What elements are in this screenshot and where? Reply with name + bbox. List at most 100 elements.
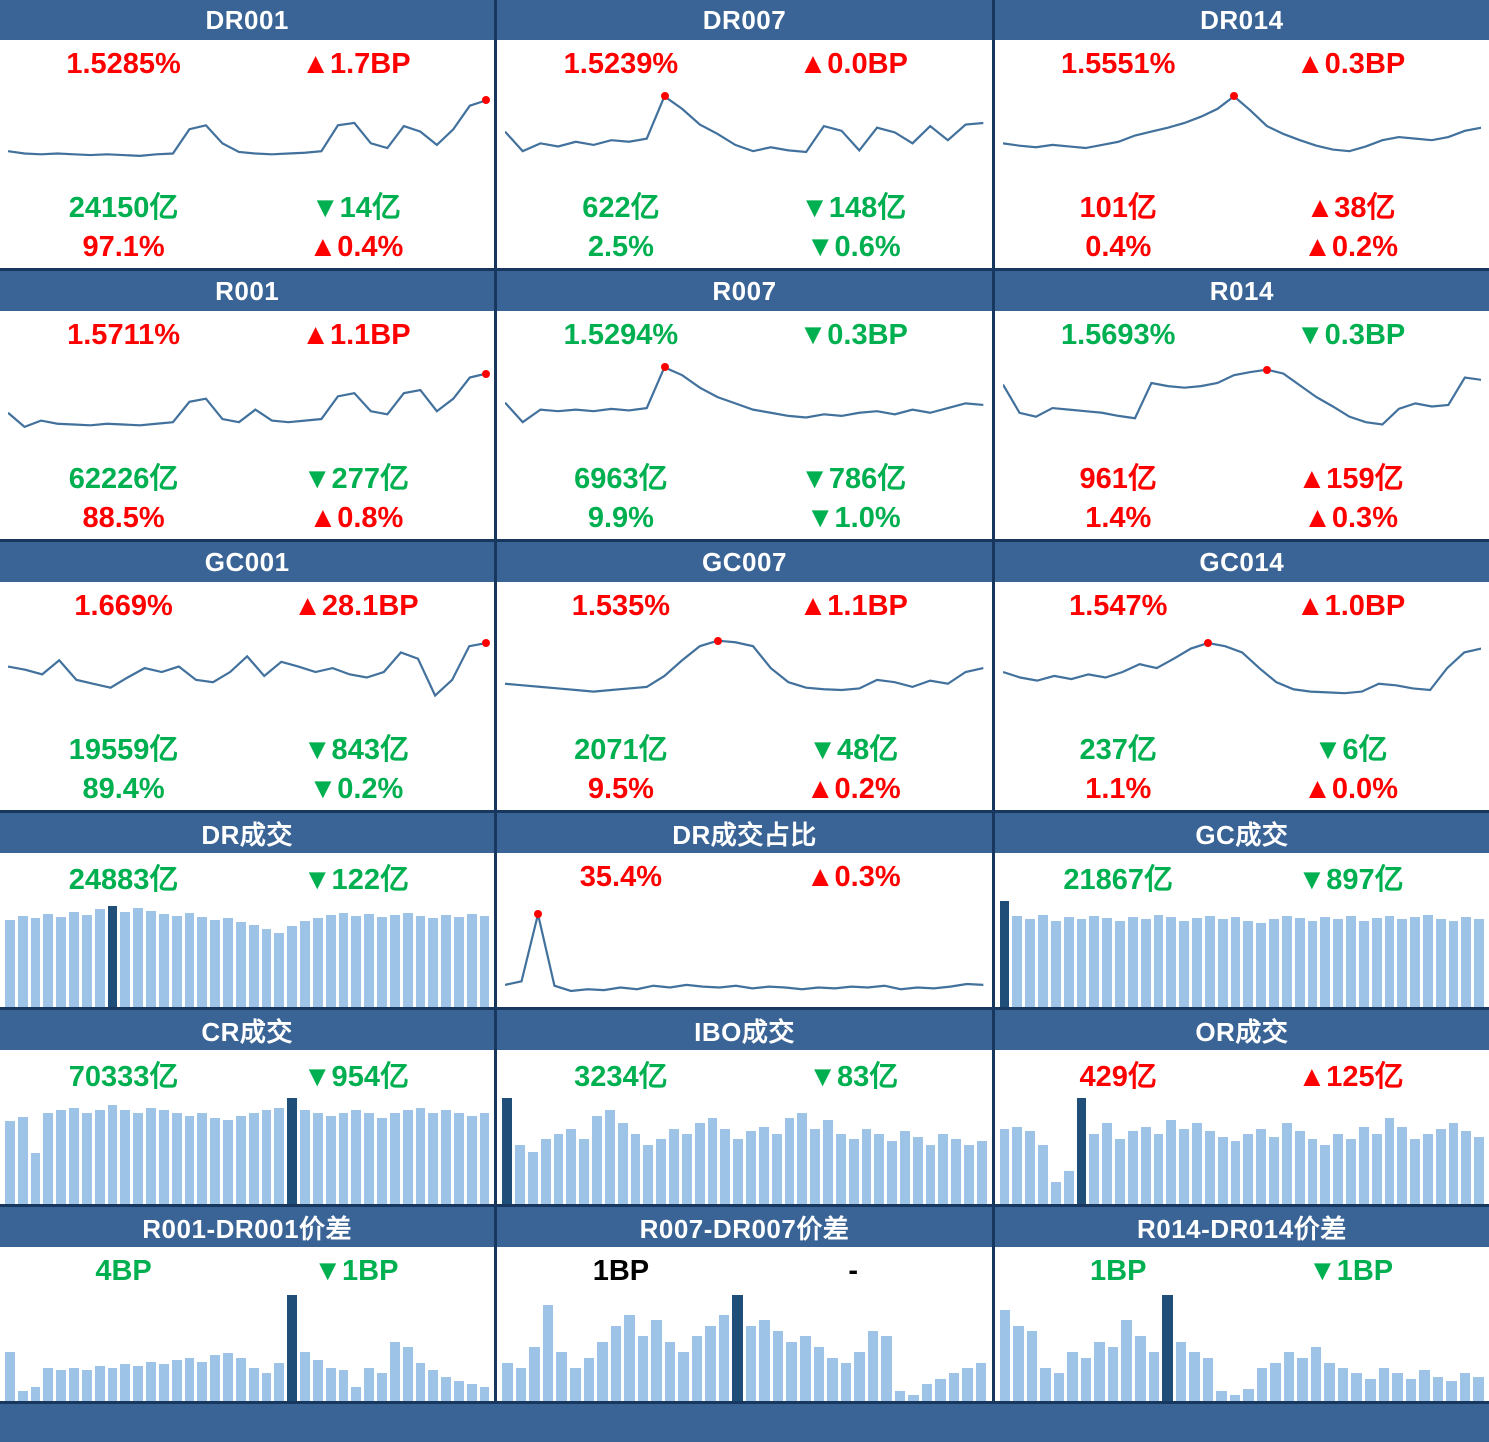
bar <box>1281 1123 1292 1204</box>
bar <box>1153 1134 1164 1204</box>
bar <box>1115 1139 1125 1204</box>
panel-title-r001: R001 <box>0 271 495 311</box>
bar <box>1397 919 1408 1007</box>
panel-spread-r007: R007-DR007价差 1BP - <box>497 1207 992 1401</box>
bar <box>1050 1181 1061 1204</box>
bar <box>197 1112 208 1204</box>
bar <box>894 1391 906 1401</box>
bar <box>17 1391 28 1401</box>
bar <box>415 1107 426 1204</box>
peak-dot <box>1203 639 1212 648</box>
peak-dot <box>1262 365 1271 374</box>
bar <box>1153 914 1164 1007</box>
dr001-rate-row: 1.5285% ▲1.7BP <box>0 40 494 88</box>
bar <box>107 1105 118 1204</box>
bar <box>171 915 182 1007</box>
bar <box>261 1109 272 1204</box>
bar <box>274 932 285 1007</box>
bar <box>197 1361 208 1401</box>
bar <box>1422 914 1433 1007</box>
r001-volume-row: 62226亿 ▼277亿 <box>0 455 494 497</box>
bar <box>1474 1137 1485 1204</box>
dr014-share-change: ▲0.2% <box>1303 230 1398 263</box>
panel-title-ibo-turnover: IBO成交 <box>497 1010 992 1050</box>
bar <box>921 1384 933 1401</box>
dr001-share-value: 97.1% <box>82 230 165 263</box>
bar <box>1378 1368 1390 1401</box>
bar <box>583 1357 595 1401</box>
sparkline-svg <box>1003 91 1481 180</box>
bar <box>1392 1373 1403 1401</box>
bar <box>415 1362 426 1401</box>
bar <box>479 1112 490 1204</box>
bar <box>643 1144 654 1204</box>
bar <box>1405 1378 1417 1401</box>
bar <box>540 1139 551 1204</box>
gc001-rate-change: ▲28.1BP <box>293 589 419 622</box>
dr-share-stat-value: 35.4% <box>579 860 663 893</box>
r007-volume-change: ▼786亿 <box>800 463 907 495</box>
bar <box>1166 916 1177 1007</box>
bar <box>441 1376 451 1401</box>
panel-title-gc-turnover: GC成交 <box>994 813 1489 853</box>
bar <box>274 1107 285 1204</box>
bar <box>248 925 259 1007</box>
bar <box>1204 1130 1215 1204</box>
panel-title-r007: R007 <box>497 271 992 311</box>
bar <box>56 1109 67 1204</box>
panel-title-dr001: DR001 <box>0 0 495 40</box>
bar <box>312 1112 323 1204</box>
bar <box>300 1352 310 1401</box>
peak-dot <box>1229 92 1238 101</box>
bar <box>133 1366 144 1401</box>
bar <box>800 1336 811 1401</box>
bar <box>1192 1123 1202 1204</box>
dr014-rate-change: ▲0.3BP <box>1295 47 1406 80</box>
gc-turnover-stat-change: ▼897亿 <box>1297 864 1404 896</box>
bar <box>1189 1352 1200 1401</box>
panel-title-spread-r014: R014-DR014价差 <box>994 1207 1489 1247</box>
or-turnover-stat-change: ▲125亿 <box>1297 1061 1404 1093</box>
bar <box>5 1121 15 1204</box>
bar <box>428 917 439 1007</box>
bar <box>17 1117 28 1204</box>
bar <box>908 1394 919 1401</box>
spread-r001-stat-change: ▼1BP <box>313 1254 399 1287</box>
dr014-volume-row: 101亿 ▲38亿 <box>995 184 1489 226</box>
bar <box>235 922 246 1007</box>
bar <box>1134 1336 1146 1401</box>
bar <box>597 1341 608 1401</box>
r007-line-chart <box>505 362 983 451</box>
bar <box>925 1144 936 1204</box>
peak-dot <box>482 369 491 378</box>
bar <box>5 920 15 1007</box>
bar <box>56 1370 67 1401</box>
bar <box>1067 1352 1078 1401</box>
spread-r001-stat-row: 4BP ▼1BP <box>0 1247 494 1295</box>
dr-turnover-stat-value: 24883亿 <box>68 864 179 896</box>
bar <box>840 1362 852 1401</box>
panel-cr-turnover: CR成交 70333亿 ▼954亿 <box>0 1010 495 1204</box>
bar <box>935 1378 946 1401</box>
bar <box>624 1315 635 1401</box>
spread-r007-stat-change: - <box>848 1254 859 1287</box>
bar <box>81 1112 92 1204</box>
sparkline-svg <box>505 633 983 722</box>
bar <box>651 1320 662 1401</box>
panel-dr-share: DR成交占比 35.4% ▲0.3% <box>497 813 992 1007</box>
dr001-line-chart <box>8 91 491 180</box>
bar <box>1270 1362 1281 1401</box>
bar <box>223 1353 233 1401</box>
cr-turnover-stat-change: ▼954亿 <box>302 1061 409 1093</box>
bar <box>1217 919 1228 1007</box>
dr007-volume-value: 622亿 <box>582 192 660 224</box>
panel-r007: R007 1.5294% ▼0.3BP 6963亿 ▼786亿 9.9% ▼1.0% <box>497 271 992 539</box>
dr014-share-row: 0.4% ▲0.2% <box>995 226 1489 268</box>
bar <box>592 1116 602 1204</box>
bar <box>1243 1389 1254 1401</box>
bar <box>887 1141 897 1204</box>
bar <box>797 1112 808 1204</box>
sparkline-svg <box>1003 362 1481 451</box>
bar <box>1230 1141 1241 1204</box>
dr014-volume-value: 101亿 <box>1079 192 1157 224</box>
